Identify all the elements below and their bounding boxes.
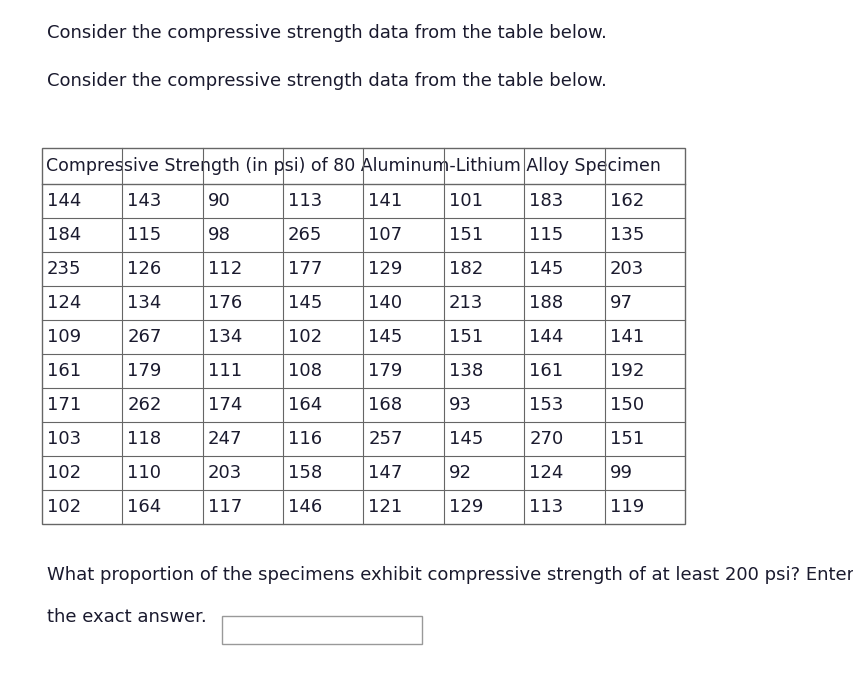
Text: Consider the compressive strength data from the table below.: Consider the compressive strength data f…: [47, 72, 606, 90]
Text: 161: 161: [47, 362, 81, 380]
Text: 257: 257: [368, 430, 403, 448]
Text: 147: 147: [368, 464, 403, 482]
Text: 267: 267: [127, 328, 161, 346]
Text: 102: 102: [47, 464, 81, 482]
Text: 174: 174: [207, 396, 242, 414]
Text: 151: 151: [609, 430, 643, 448]
Text: Consider the compressive strength data from the table below.: Consider the compressive strength data f…: [47, 24, 606, 42]
Text: 182: 182: [449, 260, 483, 278]
Text: 141: 141: [609, 328, 643, 346]
Text: 145: 145: [449, 430, 483, 448]
Text: 134: 134: [127, 294, 161, 312]
Text: 109: 109: [47, 328, 81, 346]
Text: 129: 129: [368, 260, 403, 278]
Text: 108: 108: [287, 362, 322, 380]
Text: 111: 111: [207, 362, 241, 380]
Text: 141: 141: [368, 192, 403, 210]
Text: 150: 150: [609, 396, 643, 414]
Text: 116: 116: [287, 430, 322, 448]
Text: 103: 103: [47, 430, 81, 448]
Text: 113: 113: [287, 192, 322, 210]
Text: What proportion of the specimens exhibit compressive strength of at least 200 ps: What proportion of the specimens exhibit…: [47, 566, 853, 584]
Text: 184: 184: [47, 226, 81, 244]
Text: 93: 93: [449, 396, 472, 414]
Text: 146: 146: [287, 498, 322, 516]
Text: 168: 168: [368, 396, 402, 414]
Text: 97: 97: [609, 294, 632, 312]
Text: 164: 164: [287, 396, 322, 414]
Text: 115: 115: [529, 226, 563, 244]
Text: 134: 134: [207, 328, 242, 346]
Text: 158: 158: [287, 464, 322, 482]
Text: 119: 119: [609, 498, 643, 516]
Text: 135: 135: [609, 226, 643, 244]
Text: 118: 118: [127, 430, 161, 448]
Text: 262: 262: [127, 396, 161, 414]
Text: 144: 144: [47, 192, 81, 210]
Text: 140: 140: [368, 294, 402, 312]
Text: 192: 192: [609, 362, 643, 380]
Text: 145: 145: [529, 260, 563, 278]
Text: 99: 99: [609, 464, 632, 482]
Text: 115: 115: [127, 226, 161, 244]
Text: 213: 213: [449, 294, 483, 312]
Text: 270: 270: [529, 430, 563, 448]
Text: 110: 110: [127, 464, 161, 482]
Text: 203: 203: [609, 260, 643, 278]
Text: 164: 164: [127, 498, 161, 516]
Text: 161: 161: [529, 362, 563, 380]
Text: 112: 112: [207, 260, 241, 278]
Text: 162: 162: [609, 192, 643, 210]
Text: 92: 92: [449, 464, 472, 482]
Text: 143: 143: [127, 192, 161, 210]
Text: 124: 124: [529, 464, 563, 482]
Text: 151: 151: [449, 328, 483, 346]
Text: 151: 151: [449, 226, 483, 244]
Text: 98: 98: [207, 226, 230, 244]
Text: 179: 179: [127, 362, 161, 380]
Text: 138: 138: [449, 362, 483, 380]
Text: 247: 247: [207, 430, 242, 448]
Text: 176: 176: [207, 294, 241, 312]
Text: 117: 117: [207, 498, 241, 516]
Text: 235: 235: [47, 260, 81, 278]
Text: the exact answer.: the exact answer.: [47, 608, 206, 626]
Text: 90: 90: [207, 192, 230, 210]
Text: 107: 107: [368, 226, 402, 244]
Text: 179: 179: [368, 362, 403, 380]
Text: 144: 144: [529, 328, 563, 346]
Text: 171: 171: [47, 396, 81, 414]
Text: 113: 113: [529, 498, 563, 516]
Text: 102: 102: [287, 328, 322, 346]
Text: 265: 265: [287, 226, 322, 244]
Text: 153: 153: [529, 396, 563, 414]
Text: 129: 129: [449, 498, 483, 516]
Text: 121: 121: [368, 498, 403, 516]
Bar: [222, 616, 421, 644]
Text: 183: 183: [529, 192, 563, 210]
Text: Compressive Strength (in psi) of 80 Aluminum-Lithium Alloy Specimen: Compressive Strength (in psi) of 80 Alum…: [46, 157, 660, 175]
Text: 203: 203: [207, 464, 241, 482]
Text: 101: 101: [449, 192, 482, 210]
Text: 124: 124: [47, 294, 81, 312]
Text: 188: 188: [529, 294, 563, 312]
Text: 177: 177: [287, 260, 322, 278]
Text: 102: 102: [47, 498, 81, 516]
Text: 145: 145: [287, 294, 322, 312]
Text: 145: 145: [368, 328, 403, 346]
Text: 126: 126: [127, 260, 161, 278]
Bar: [42, 148, 684, 524]
